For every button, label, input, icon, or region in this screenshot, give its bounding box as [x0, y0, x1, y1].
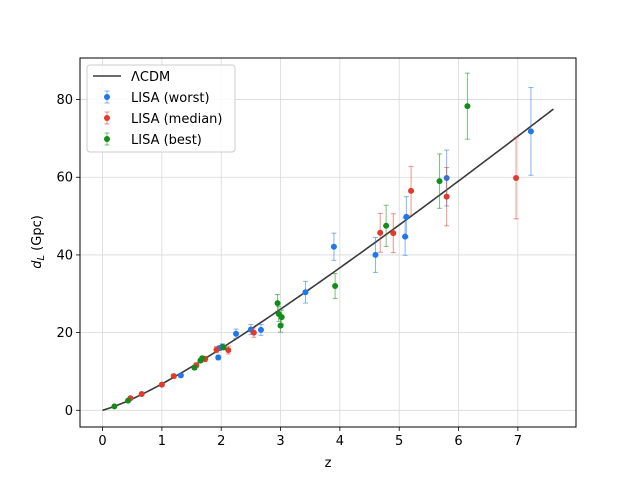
data-point	[111, 403, 118, 410]
data-point	[443, 193, 450, 200]
y-axis-label-subscript: L	[36, 255, 47, 261]
legend: ΛCDM LISA (worst) LISA (median) LISA (best…	[86, 64, 236, 153]
data-point	[464, 103, 471, 110]
y-axis-label: dL (Gpc)	[30, 215, 47, 269]
data-point	[372, 251, 379, 258]
data-point	[377, 229, 384, 236]
y-tick-label: 60	[56, 171, 73, 186]
y-tick-label: 0	[65, 404, 73, 419]
data-point	[225, 347, 232, 354]
data-point	[436, 178, 443, 185]
data-point	[170, 373, 177, 380]
plot-frame	[79, 57, 577, 428]
data-point	[302, 289, 309, 296]
x-tick-label: 2	[217, 434, 225, 449]
data-point	[215, 354, 222, 361]
y-tick-label: 20	[56, 326, 73, 341]
legend-marker-lisa-worst	[104, 94, 110, 100]
data-point	[250, 329, 257, 336]
x-tick-label: 3	[276, 434, 284, 449]
x-tick-label: 5	[395, 434, 403, 449]
data-point	[199, 355, 206, 362]
x-tick-label: 4	[336, 434, 344, 449]
data-point	[233, 330, 240, 337]
data-point	[125, 397, 132, 404]
data-point	[158, 381, 165, 388]
legend-box	[86, 64, 236, 153]
x-tick-label: 0	[98, 434, 106, 449]
data-point	[138, 390, 145, 397]
legend-label-lisa-median: LISA (median)	[131, 112, 222, 127]
legend-series-entries: LISA (worst) LISA (median) LISA (best)	[104, 90, 222, 148]
y-axis-label-main: d	[30, 260, 45, 269]
data-point	[277, 322, 284, 329]
data-point	[513, 175, 520, 182]
legend-label-lisa-best: LISA (best)	[131, 133, 202, 148]
y-axis-label-unit: (Gpc)	[30, 215, 45, 255]
y-axis: 0 20 40 60 80	[56, 93, 80, 419]
legend-marker-lisa-median	[104, 115, 110, 121]
data-point	[527, 128, 534, 135]
data-point	[191, 364, 198, 371]
y-tick-label: 80	[56, 93, 73, 108]
x-tick-label: 1	[158, 434, 166, 449]
lcdm-curve-layer	[102, 108, 554, 412]
legend-label-lisa-worst: LISA (worst)	[131, 91, 210, 106]
lcdm-curve	[102, 108, 554, 412]
x-tick-label: 6	[454, 434, 462, 449]
data-point	[383, 222, 390, 229]
legend-marker-lisa-best	[104, 136, 110, 142]
data-point	[332, 283, 339, 290]
data-points-layer	[111, 72, 534, 410]
data-point	[257, 326, 264, 333]
series-lisa-median	[127, 136, 520, 402]
x-axis-label: z	[325, 456, 332, 471]
legend-model-label: ΛCDM	[131, 70, 170, 85]
data-point	[403, 213, 410, 220]
series-lisa-best	[111, 72, 471, 410]
data-point	[278, 314, 285, 321]
data-point	[274, 300, 281, 307]
y-tick-label: 40	[56, 248, 73, 263]
data-point	[330, 243, 337, 250]
data-point	[220, 344, 227, 351]
data-point	[408, 187, 415, 194]
x-axis: 0 1 2 3 4 5 6 7	[98, 427, 522, 449]
x-tick-label: 7	[514, 434, 522, 449]
data-point	[390, 230, 397, 237]
data-point	[213, 346, 220, 353]
data-point	[177, 372, 184, 379]
